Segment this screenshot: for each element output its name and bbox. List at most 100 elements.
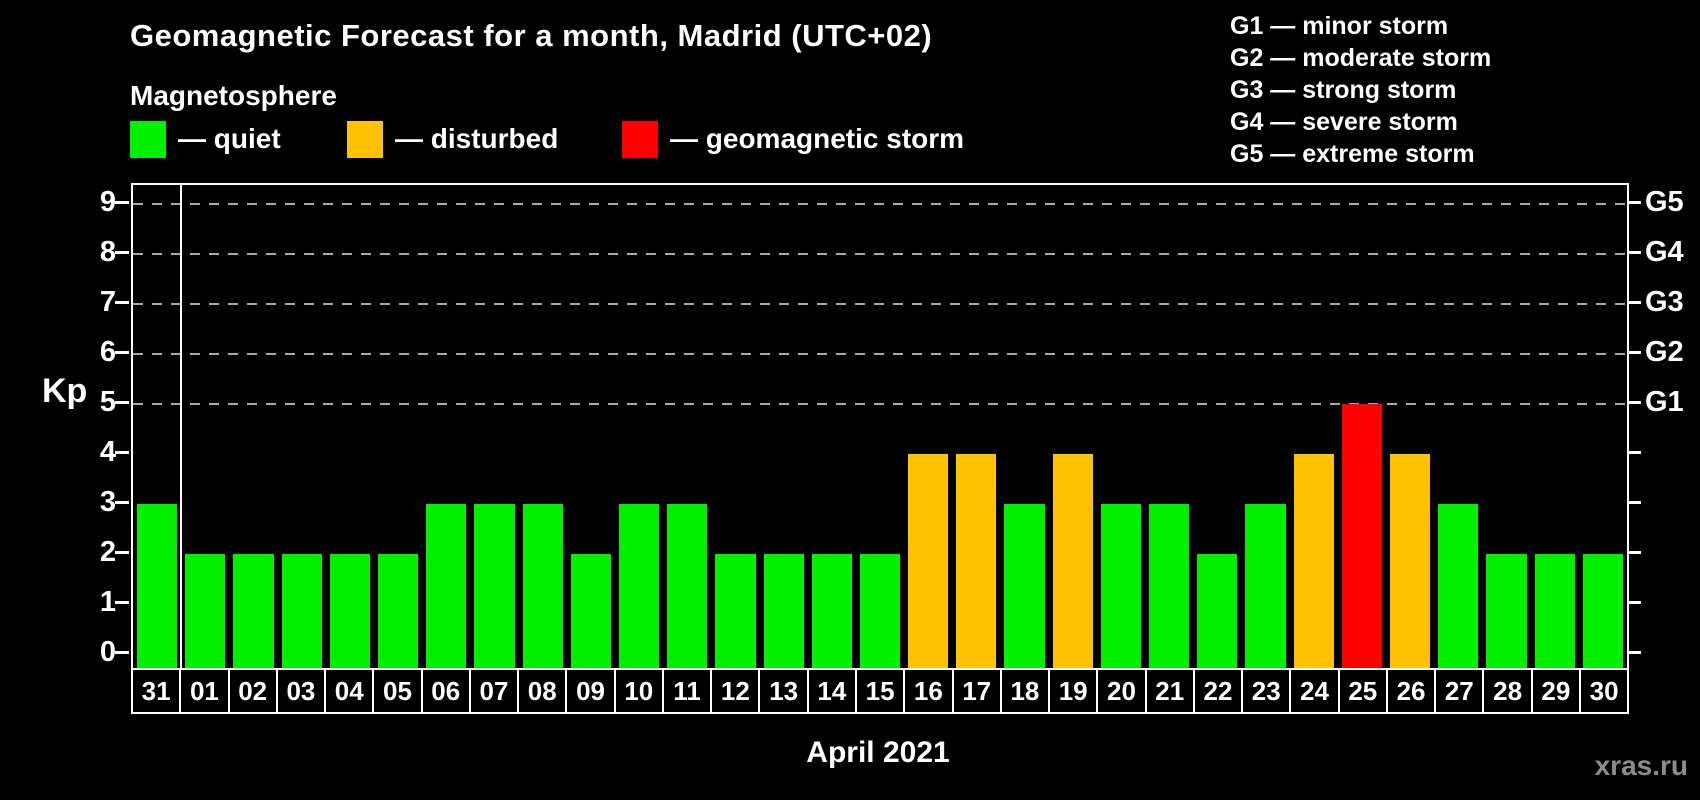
y-tick-left-4	[115, 451, 129, 454]
legend-item-disturbed: — disturbed	[347, 120, 558, 158]
y-tick-left-0	[115, 651, 129, 654]
day-cell-14: 14	[806, 668, 857, 714]
day-cell-26: 26	[1385, 668, 1437, 714]
kp-bar-day-22	[1197, 554, 1238, 670]
y-tick-label-6: 6	[99, 336, 116, 368]
kp-bar-day-20	[1100, 504, 1142, 670]
right-axis-label-g3: G3	[1645, 286, 1684, 318]
disturbed-swatch	[347, 120, 383, 158]
storm-swatch	[622, 120, 658, 158]
day-cell-27: 27	[1434, 668, 1485, 714]
day-cell-16: 16	[903, 668, 954, 714]
g-scale-legend-g3: G3 — strong storm	[1230, 76, 1457, 104]
kp-bar-day-12	[715, 554, 756, 670]
kp-bar-day-07	[474, 504, 515, 670]
legend-item-storm: — geomagnetic storm	[622, 120, 964, 158]
y-tick-label-8: 8	[99, 236, 116, 268]
day-cell-25: 25	[1337, 668, 1388, 714]
day-cell-24: 24	[1289, 668, 1340, 714]
legend-label-quiet: — quiet	[178, 123, 281, 154]
kp-bar-day-15	[859, 554, 901, 670]
day-cell-10: 10	[613, 668, 664, 714]
watermark: xras.ru	[1594, 750, 1688, 781]
kp-bar-day-10	[618, 504, 660, 670]
y-tick-left-7	[115, 301, 129, 304]
kp-bar-day-29	[1534, 554, 1575, 670]
y-tick-left-1	[115, 601, 129, 604]
y-tick-left-9	[115, 201, 129, 204]
y-tick-label-9: 9	[99, 186, 116, 218]
day-cell-19: 19	[1048, 668, 1099, 714]
kp-bar-day-11	[667, 504, 708, 670]
quiet-swatch	[130, 120, 166, 158]
y-axis-label: Kp	[42, 372, 88, 410]
gridline-kp7	[133, 303, 1627, 305]
day-cell-22: 22	[1192, 668, 1244, 714]
kp-bar-day-01	[185, 554, 226, 670]
day-cell-12: 12	[710, 668, 761, 714]
kp-bar-day-27	[1438, 504, 1479, 670]
y-tick-label-4: 4	[99, 436, 116, 468]
magnetosphere-label: Magnetosphere	[130, 80, 337, 111]
kp-bar-day-02	[233, 554, 274, 670]
day-cell-07: 07	[468, 668, 520, 714]
gridline-kp8	[133, 253, 1627, 255]
day-cell-30: 30	[1578, 668, 1630, 714]
page-title: Geomagnetic Forecast for a month, Madrid…	[130, 18, 933, 53]
y-tick-right-9	[1627, 201, 1641, 204]
y-tick-right-6	[1627, 351, 1641, 354]
kp-bar-day-05	[377, 554, 419, 670]
y-tick-right-2	[1627, 551, 1641, 554]
y-tick-label-2: 2	[99, 536, 116, 568]
day-cell-04: 04	[324, 668, 375, 714]
y-tick-right-8	[1627, 251, 1641, 254]
right-axis-label-g4: G4	[1645, 236, 1684, 268]
x-axis-day-labels: 31 01 02 03 04 05 06 07 08 09 10 11 12 13 14 15 16 17 18 19…	[131, 668, 1630, 714]
legend-item-quiet: — quiet	[130, 120, 281, 158]
day-cell-23: 23	[1241, 668, 1292, 714]
day-cell-15: 15	[854, 668, 906, 714]
gridline-kp6	[133, 353, 1627, 355]
kp-bar-day-06	[426, 504, 467, 670]
day-cell-02: 02	[227, 668, 278, 714]
kp-bar-day-25	[1341, 404, 1383, 670]
day-cell-18: 18	[999, 668, 1051, 714]
kp-bar-day-23	[1245, 504, 1286, 670]
g-scale-legend-g4: G4 — severe storm	[1230, 108, 1458, 136]
day-cell-11: 11	[661, 668, 713, 714]
x-axis-title: April 2021	[806, 736, 950, 769]
kp-bar-day-13	[763, 554, 804, 670]
y-tick-label-1: 1	[99, 586, 116, 618]
kp-bar-day-08	[522, 504, 563, 670]
legend-label-disturbed: — disturbed	[395, 123, 559, 154]
day-cell-29: 29	[1530, 668, 1581, 714]
g-scale-legend-g2: G2 — moderate storm	[1230, 44, 1492, 72]
kp-bar-day-30	[1582, 554, 1623, 670]
kp-bar-day-26	[1390, 454, 1431, 670]
y-tick-left-3	[115, 501, 129, 504]
kp-bar-day-04	[329, 554, 370, 670]
y-tick-right-1	[1627, 601, 1641, 604]
y-tick-left-2	[115, 551, 129, 554]
kp-bar-day-17	[956, 454, 997, 670]
gridline-kp9	[133, 203, 1627, 205]
day-cell-01: 01	[179, 668, 230, 714]
y-tick-label-0: 0	[99, 636, 116, 668]
y-tick-left-5	[115, 401, 129, 404]
y-tick-right-3	[1627, 501, 1641, 504]
right-axis-label-g2: G2	[1645, 336, 1684, 368]
right-axis-label-g1: G1	[1645, 386, 1684, 418]
kp-bar-day-09	[570, 554, 611, 670]
kp-bar-day-18	[1004, 504, 1045, 670]
month-separator-line	[180, 185, 183, 670]
day-cell-05: 05	[372, 668, 423, 714]
kp-bar-day-31	[137, 504, 178, 670]
plot-area	[131, 183, 1629, 670]
day-cell-20: 20	[1096, 668, 1147, 714]
kp-bar-day-21	[1149, 504, 1190, 670]
day-cell-17: 17	[951, 668, 1002, 714]
legend-label-storm: — geomagnetic storm	[670, 123, 965, 154]
kp-bar-day-28	[1486, 554, 1527, 670]
g-scale-legend-g1: G1 — minor storm	[1230, 12, 1449, 40]
